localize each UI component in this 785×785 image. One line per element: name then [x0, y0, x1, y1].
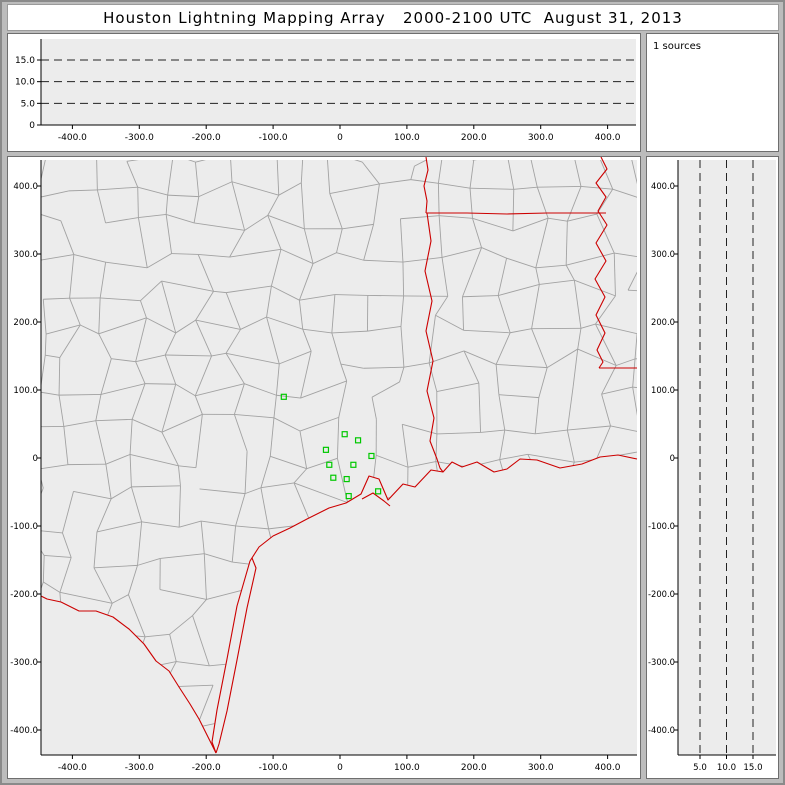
- ns-x-axis-ticks: 5.0 10.0 15.0: [693, 755, 763, 773]
- svg-text:400.0: 400.0: [595, 133, 621, 143]
- svg-text:0: 0: [337, 763, 343, 773]
- svg-text:400.0: 400.0: [595, 763, 621, 773]
- svg-text:100.0: 100.0: [651, 385, 675, 395]
- map-x-axis-ticks: -400.0 -300.0 -200.0 -100.0 0 100.0 200.0 300.0…: [58, 755, 621, 773]
- altitude-ew-plot[interactable]: 15.0 10.0 5.0 0 -400.0 -300.0 -200.0 -100.0 0 100…: [8, 34, 640, 151]
- source-count-label: 1 sources: [653, 41, 701, 52]
- plan-view-map-plot[interactable]: 400.0300.0200.0100.00-100.0-200.0-300.0-…: [8, 157, 640, 778]
- svg-text:-300.0: -300.0: [125, 763, 154, 773]
- ew-dashed-gridlines: [41, 59, 636, 104]
- svg-text:-100.0: -100.0: [648, 521, 675, 531]
- svg-text:400.0: 400.0: [13, 182, 38, 192]
- altitude-ns-panel[interactable]: 400.0 300.0 200.0 100.0 0 -100.0 -200.0 -300.0 -…: [646, 156, 779, 779]
- svg-text:-300.0: -300.0: [125, 133, 154, 143]
- svg-text:-200.0: -200.0: [192, 763, 221, 773]
- svg-text:100.0: 100.0: [394, 763, 420, 773]
- svg-text:-400.0: -400.0: [10, 726, 38, 736]
- svg-text:15.0: 15.0: [15, 56, 35, 66]
- svg-text:-300.0: -300.0: [648, 657, 675, 667]
- svg-text:-100.0: -100.0: [259, 763, 288, 773]
- ew-x-axis-ticks: -400.0 -300.0 -200.0 -100.0 0 100.0 200.0 300.0…: [58, 125, 621, 143]
- svg-text:0: 0: [337, 133, 343, 143]
- ns-y-axis-ticks: 400.0 300.0 200.0 100.0 0 -100.0 -200.0 -300.0 -…: [648, 181, 678, 735]
- svg-text:0: 0: [670, 453, 675, 463]
- svg-text:100.0: 100.0: [394, 133, 420, 143]
- svg-text:200.0: 200.0: [651, 317, 675, 327]
- svg-text:300.0: 300.0: [13, 250, 38, 260]
- svg-text:-200.0: -200.0: [192, 133, 221, 143]
- svg-text:10.0: 10.0: [15, 78, 35, 88]
- svg-text:-400.0: -400.0: [58, 763, 87, 773]
- svg-text:300.0: 300.0: [528, 133, 554, 143]
- svg-text:-100.0: -100.0: [259, 133, 288, 143]
- svg-text:15.0: 15.0: [743, 763, 762, 773]
- source-count-panel[interactable]: 1 sources: [646, 33, 779, 152]
- station-markers: [280, 393, 382, 500]
- map-y-axis-ticks: 400.0 300.0 200.0 100.0 0 -100.0 -200.0 -300.0 -…: [10, 182, 41, 736]
- ew-y-axis-ticks: 15.0 10.0 5.0 0: [15, 56, 41, 131]
- svg-text:0: 0: [29, 121, 35, 131]
- svg-text:-200.0: -200.0: [648, 589, 675, 599]
- svg-text:100.0: 100.0: [13, 386, 38, 396]
- svg-text:-200.0: -200.0: [10, 590, 38, 600]
- svg-text:400.0: 400.0: [651, 181, 675, 191]
- svg-text:200.0: 200.0: [13, 318, 38, 328]
- svg-text:-400.0: -400.0: [58, 133, 87, 143]
- window-title: Houston Lightning Mapping Array 2000-210…: [7, 4, 779, 31]
- svg-text:-300.0: -300.0: [10, 658, 38, 668]
- ns-dashed-gridlines: [699, 160, 754, 755]
- state-borders-and-coastline: [40, 157, 638, 754]
- svg-text:-100.0: -100.0: [10, 522, 38, 532]
- plan-view-map-panel[interactable]: 400.0 300.0 200.0 100.0 0 -100.0 -200.0 -300.0-…: [7, 156, 641, 779]
- altitude-ns-plot[interactable]: 400.0 300.0 200.0 100.0 0 -100.0 -200.0 -300.0 -…: [647, 157, 778, 778]
- svg-text:200.0: 200.0: [461, 133, 487, 143]
- svg-text:0: 0: [33, 454, 38, 464]
- svg-text:300.0: 300.0: [528, 763, 554, 773]
- svg-text:300.0: 300.0: [651, 249, 675, 259]
- altitude-ew-panel[interactable]: 15.0 10.0 5.0 0 -400.0 -300.0 -200.0 -100.0 0 100…: [7, 33, 641, 152]
- svg-text:-400.0: -400.0: [648, 725, 675, 735]
- svg-text:200.0: 200.0: [461, 763, 487, 773]
- svg-text:5.0: 5.0: [693, 763, 707, 773]
- svg-text:10.0: 10.0: [717, 763, 736, 773]
- svg-text:5.0: 5.0: [21, 99, 36, 109]
